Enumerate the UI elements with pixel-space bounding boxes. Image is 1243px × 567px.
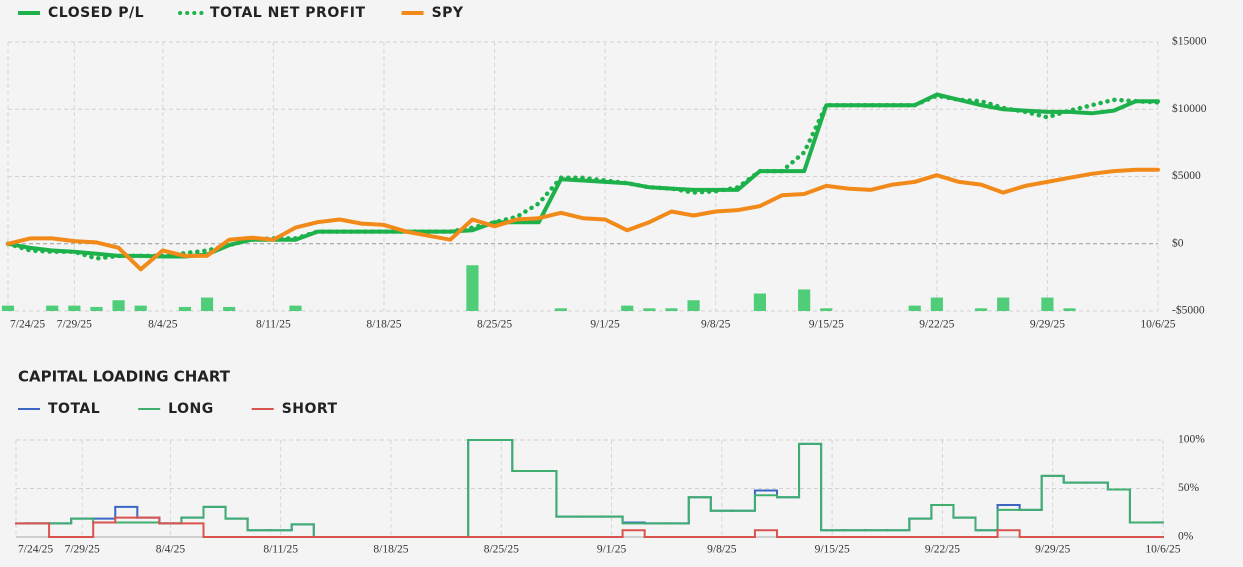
bar	[643, 308, 656, 311]
y-tick-label: $5000	[1172, 169, 1201, 182]
legend-label: LONG	[168, 401, 214, 417]
bar	[1041, 297, 1054, 311]
bar	[687, 300, 700, 311]
bar	[1063, 308, 1076, 311]
x-tick-label: 8/11/25	[263, 544, 298, 556]
x-tick-label: 9/29/25	[1030, 319, 1065, 331]
x-tick-label: 9/8/25	[701, 319, 731, 331]
legend-label: CLOSED P/L	[48, 5, 144, 21]
bar	[46, 305, 59, 311]
bar	[112, 300, 125, 311]
bar	[798, 289, 811, 311]
bar	[178, 306, 192, 311]
bar	[1, 305, 15, 311]
bar	[974, 308, 988, 311]
bar	[908, 305, 921, 311]
x-tick-label: 8/4/25	[156, 544, 186, 556]
y-tick-label: $15000	[1172, 35, 1207, 48]
x-tick-label: 9/29/25	[1035, 544, 1070, 556]
bar	[223, 306, 236, 311]
x-tick-label: 9/15/25	[809, 319, 844, 331]
x-tick-label: 9/22/25	[919, 319, 954, 331]
y-tick-label: 50%	[1178, 482, 1200, 494]
x-tick-label: 8/25/25	[477, 319, 512, 331]
y-tick-label: -$5000	[1172, 304, 1205, 317]
legend-label: SHORT	[282, 401, 338, 417]
x-tick-label: 9/1/25	[590, 319, 620, 331]
y-tick-label: 100%	[1178, 434, 1205, 446]
x-tick-label: 10/6/25	[1140, 319, 1175, 331]
x-tick-label: 9/8/25	[707, 544, 737, 556]
x-tick-label: 7/29/25	[57, 319, 92, 331]
bar	[753, 293, 767, 311]
legend-label: TOTAL NET PROFIT	[210, 5, 366, 21]
legend-label: SPY	[432, 5, 464, 21]
x-tick-label: 7/24/25	[18, 544, 53, 556]
x-tick-label: 8/18/25	[366, 319, 401, 331]
bar	[289, 305, 302, 311]
bar	[554, 308, 567, 311]
x-tick-label: 8/4/25	[148, 319, 178, 331]
bar	[68, 305, 81, 311]
bar	[997, 297, 1010, 311]
bar	[621, 305, 634, 311]
x-tick-label: 7/29/25	[65, 544, 100, 556]
chart-title: CAPITAL LOADING CHART	[18, 368, 231, 386]
bar	[90, 306, 103, 311]
bar	[820, 308, 833, 311]
x-tick-label: 8/11/25	[256, 319, 291, 331]
step-series	[15, 516, 1164, 538]
legend-label: TOTAL	[48, 401, 100, 417]
dotted-line	[5, 93, 1161, 261]
bar	[200, 297, 214, 311]
x-tick-label: 7/24/25	[10, 319, 45, 331]
x-tick-label: 8/25/25	[484, 544, 519, 556]
line	[6, 167, 1160, 272]
x-tick-label: 9/22/25	[925, 544, 960, 556]
x-tick-label: 8/18/25	[373, 544, 408, 556]
y-tick-label: $0	[1172, 236, 1184, 249]
bar	[134, 305, 147, 311]
y-tick-label: $10000	[1172, 102, 1207, 115]
x-tick-label: 9/15/25	[815, 544, 850, 556]
y-tick-label: 0%	[1178, 531, 1194, 543]
bar	[466, 265, 479, 311]
x-tick-label: 10/6/25	[1145, 544, 1180, 556]
x-tick-label: 9/1/25	[597, 544, 627, 556]
bar	[930, 297, 943, 311]
bar	[665, 308, 678, 311]
